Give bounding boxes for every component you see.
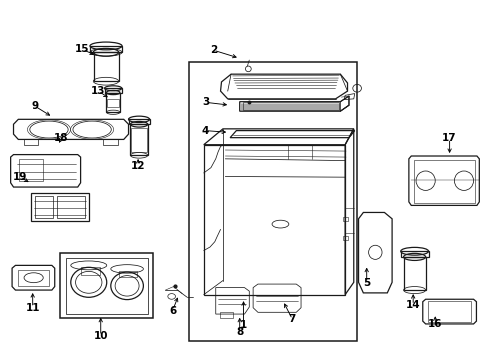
Text: 9: 9 (31, 101, 38, 111)
Text: 11: 11 (25, 303, 40, 313)
Text: 1: 1 (240, 320, 246, 330)
Text: 15: 15 (75, 45, 90, 54)
Text: 7: 7 (288, 314, 296, 324)
Text: 6: 6 (169, 306, 176, 315)
Text: 16: 16 (427, 319, 442, 329)
Text: 10: 10 (93, 331, 108, 341)
Text: 3: 3 (202, 98, 209, 107)
Text: 13: 13 (91, 86, 105, 96)
Text: 18: 18 (54, 133, 68, 143)
Text: 17: 17 (441, 133, 456, 143)
Text: 19: 19 (13, 172, 27, 182)
Text: 4: 4 (201, 126, 208, 136)
Text: 2: 2 (209, 45, 217, 55)
Text: 14: 14 (405, 300, 420, 310)
Text: 8: 8 (236, 327, 243, 337)
Text: 12: 12 (131, 161, 145, 171)
Text: 5: 5 (362, 278, 369, 288)
